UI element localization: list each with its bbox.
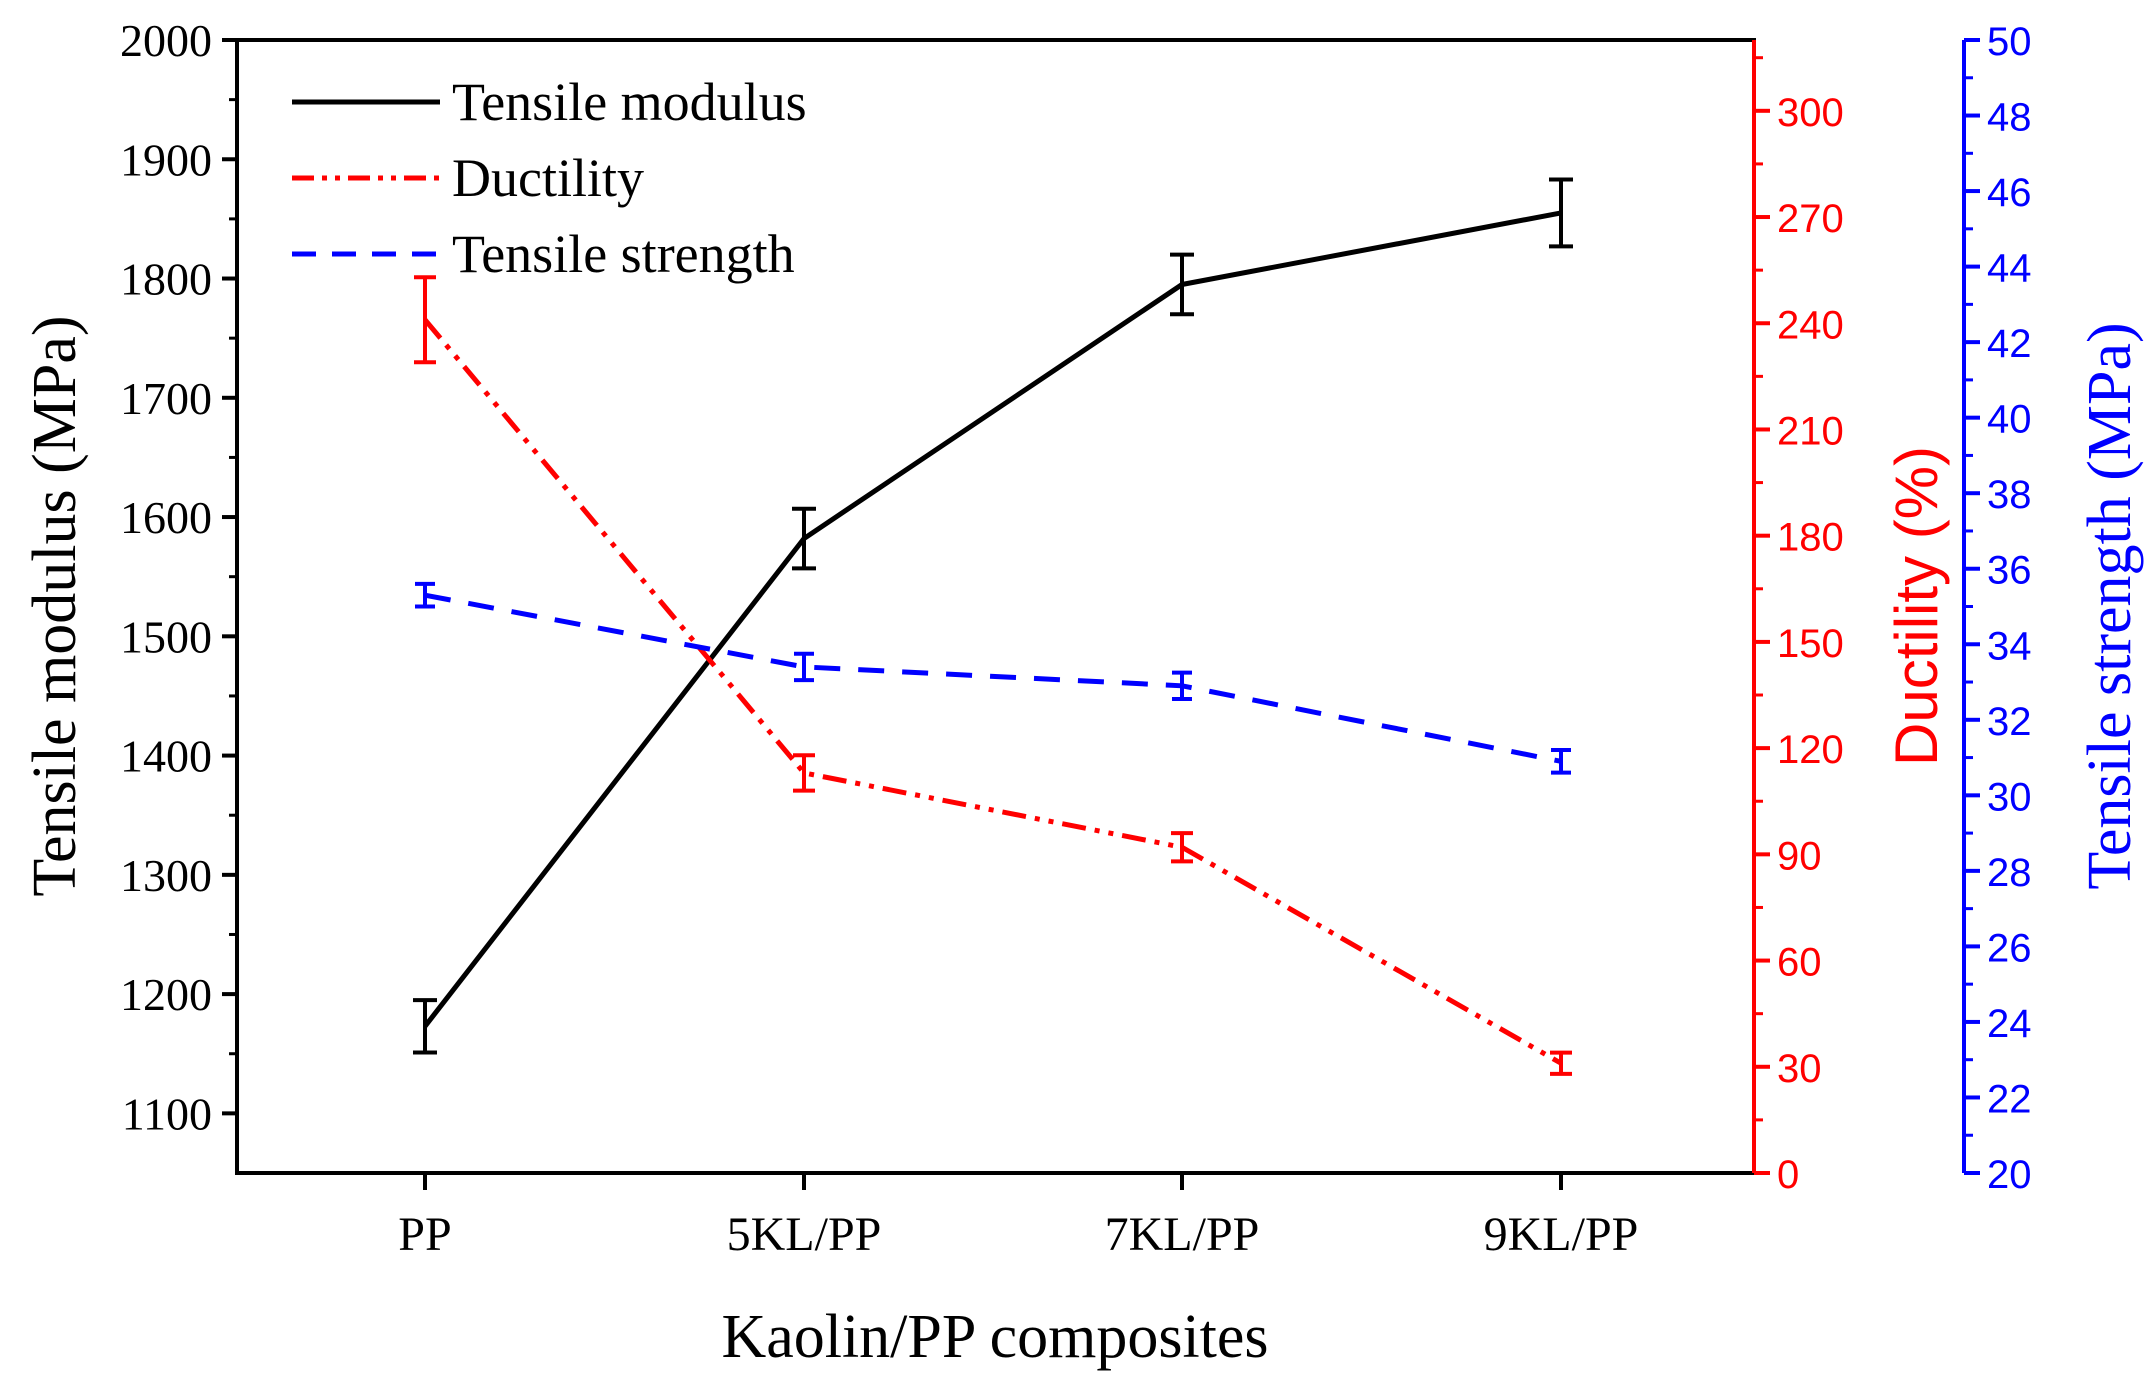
modulus-tick-label: 1300 (120, 850, 212, 901)
strength-tick-label: 32 (1987, 700, 2032, 744)
ductility-tick-label: 270 (1777, 197, 1844, 241)
strength-tick-label: 48 (1987, 96, 2032, 140)
tensile-strength-errorbar (415, 581, 435, 609)
modulus-tick-label: 1800 (120, 254, 212, 305)
x-tick-label: 7KL/PP (1105, 1208, 1260, 1261)
strength-tick-label: 42 (1987, 322, 2032, 366)
ductility-axis-title: Ductility (%) (1883, 446, 1950, 766)
series-layer (413, 177, 1573, 1076)
tensile-strength-errorbar (794, 651, 814, 683)
ductility-errorbar (414, 275, 436, 365)
tensile-strength-line (424, 592, 1562, 764)
tensile-strength-errorbar (1551, 748, 1571, 775)
modulus-tick-label: 1700 (120, 373, 212, 424)
ductility-tick-label: 90 (1777, 834, 1822, 878)
legend-label-strength: Tensile strength (452, 224, 795, 284)
tensile-modulus-errorbar (413, 998, 437, 1055)
strength-axis: 20 22 24 26 28 30 32 34 36 38 40 42 44 46 48 50 (1964, 20, 2032, 1197)
ductility-errorbar (1550, 1050, 1572, 1076)
ductility-errorbar (1171, 831, 1193, 864)
strength-tick-label: 36 (1987, 549, 2032, 593)
x-tick-label: PP (398, 1208, 451, 1261)
ductility-tick-label: 240 (1777, 303, 1844, 347)
tensile-modulus-line (423, 210, 1562, 1028)
tensile-modulus-errorbar (1170, 252, 1194, 317)
strength-tick-label: 40 (1987, 398, 2032, 442)
modulus-tick-label: 2000 (120, 15, 212, 66)
ductility-line (423, 318, 1563, 1066)
modulus-tick-label: 1200 (120, 969, 212, 1020)
strength-axis-title: Tensile strength (MPa) (2076, 322, 2144, 889)
ductility-tick-label: 180 (1777, 516, 1844, 560)
x-axis-title: Kaolin/PP composites (721, 1303, 1268, 1371)
x-axis: PP 5KL/PP 7KL/PP 9KL/PP (398, 1173, 1638, 1261)
tensile-strength-errorbar (1172, 670, 1192, 702)
strength-tick-label: 30 (1987, 775, 2032, 819)
ductility-tick-label: 30 (1777, 1047, 1822, 1091)
modulus-tick-label: 1100 (122, 1088, 212, 1139)
ductility-tick-label: 150 (1777, 622, 1844, 666)
ductility-tick-label: 210 (1777, 409, 1844, 453)
strength-tick-label: 28 (1987, 851, 2032, 895)
ductility-axis: 0 30 60 90 120 150 180 210 240 270 300 (1754, 56, 1844, 1197)
ductility-tick-label: 300 (1777, 91, 1844, 135)
strength-tick-label: 20 (1987, 1153, 2032, 1197)
tensile-modulus-errorbar (792, 506, 816, 571)
modulus-axis: 1100 1200 1300 1400 1500 1600 1700 1800 1900 2000 (120, 15, 237, 1139)
strength-tick-label: 26 (1987, 926, 2032, 970)
legend: Tensile modulus Ductility Tensile streng… (292, 72, 807, 284)
strength-tick-label: 44 (1987, 247, 2032, 291)
strength-tick-label: 38 (1987, 473, 2032, 517)
strength-tick-label: 50 (1987, 20, 2032, 64)
ductility-errorbar (793, 753, 815, 793)
ductility-tick-label: 0 (1777, 1153, 1799, 1197)
ductility-tick-label: 120 (1777, 728, 1844, 772)
strength-tick-label: 34 (1987, 624, 2032, 668)
modulus-axis-title: Tensile modulus (MPa) (21, 315, 89, 896)
legend-label-ductility: Ductility (452, 148, 644, 208)
x-tick-label: 9KL/PP (1484, 1208, 1639, 1261)
modulus-tick-label: 1500 (120, 611, 212, 662)
legend-label-modulus: Tensile modulus (452, 72, 807, 132)
modulus-tick-label: 1400 (120, 731, 212, 782)
strength-tick-label: 24 (1987, 1002, 2032, 1046)
x-tick-label: 5KL/PP (727, 1208, 882, 1261)
plot-frame (235, 38, 1756, 1175)
modulus-tick-label: 1900 (120, 134, 212, 185)
strength-tick-label: 46 (1987, 171, 2032, 215)
strength-tick-label: 22 (1987, 1077, 2032, 1121)
tensile-modulus-errorbar (1549, 177, 1573, 249)
ductility-tick-label: 60 (1777, 941, 1822, 985)
modulus-tick-label: 1600 (120, 492, 212, 543)
